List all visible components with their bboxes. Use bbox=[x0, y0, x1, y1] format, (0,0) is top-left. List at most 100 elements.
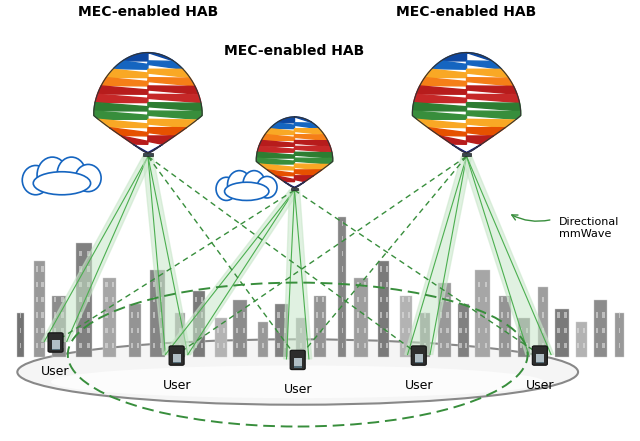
Bar bbox=[596, 343, 598, 348]
Bar bbox=[402, 297, 404, 302]
Bar bbox=[193, 292, 205, 357]
Bar bbox=[201, 312, 204, 318]
Polygon shape bbox=[425, 69, 509, 78]
Bar bbox=[385, 312, 388, 318]
Bar bbox=[262, 343, 264, 348]
Bar bbox=[216, 318, 227, 357]
Bar bbox=[42, 297, 44, 302]
Bar bbox=[619, 328, 620, 333]
Bar bbox=[17, 313, 24, 357]
Ellipse shape bbox=[76, 164, 101, 192]
Bar bbox=[596, 312, 598, 318]
Bar bbox=[36, 282, 38, 287]
Bar bbox=[477, 282, 480, 287]
Polygon shape bbox=[109, 127, 186, 136]
Polygon shape bbox=[259, 164, 329, 170]
Bar bbox=[477, 343, 480, 348]
Bar bbox=[79, 297, 82, 302]
Bar bbox=[218, 343, 220, 348]
Bar bbox=[79, 266, 82, 272]
Bar bbox=[316, 297, 318, 302]
Bar bbox=[557, 343, 560, 348]
Bar bbox=[87, 251, 90, 257]
Bar bbox=[380, 266, 382, 272]
Text: User: User bbox=[404, 378, 433, 392]
Polygon shape bbox=[113, 61, 183, 69]
Bar bbox=[564, 312, 567, 318]
Bar bbox=[87, 343, 90, 348]
Bar bbox=[20, 343, 21, 348]
Bar bbox=[564, 343, 567, 348]
Polygon shape bbox=[413, 94, 520, 103]
Bar bbox=[555, 309, 569, 357]
Polygon shape bbox=[417, 119, 515, 127]
Bar bbox=[446, 328, 449, 333]
Bar bbox=[465, 343, 467, 348]
Bar bbox=[465, 312, 467, 318]
Bar bbox=[557, 328, 560, 333]
Bar bbox=[477, 328, 480, 333]
Bar bbox=[20, 328, 21, 333]
Bar bbox=[153, 297, 156, 302]
Polygon shape bbox=[284, 182, 305, 187]
Bar bbox=[536, 354, 544, 362]
Bar bbox=[87, 282, 90, 287]
Polygon shape bbox=[428, 127, 505, 136]
Bar bbox=[342, 343, 343, 348]
Bar bbox=[602, 343, 605, 348]
FancyBboxPatch shape bbox=[48, 333, 63, 352]
Bar bbox=[322, 343, 324, 348]
Polygon shape bbox=[95, 94, 201, 103]
Bar bbox=[34, 261, 45, 357]
Bar bbox=[342, 266, 343, 272]
Bar bbox=[201, 328, 204, 333]
Bar bbox=[137, 328, 139, 333]
Bar bbox=[131, 312, 133, 318]
Bar bbox=[542, 312, 544, 318]
Bar bbox=[507, 297, 509, 302]
Bar bbox=[438, 283, 451, 357]
Ellipse shape bbox=[51, 366, 545, 398]
Bar bbox=[61, 297, 63, 302]
Bar bbox=[106, 343, 108, 348]
Polygon shape bbox=[257, 146, 332, 152]
Bar bbox=[520, 343, 522, 348]
Bar bbox=[243, 343, 245, 348]
Polygon shape bbox=[284, 190, 312, 359]
Bar bbox=[460, 312, 461, 318]
Polygon shape bbox=[432, 61, 502, 69]
Bar bbox=[160, 312, 163, 318]
Text: MEC-enabled HAB: MEC-enabled HAB bbox=[225, 44, 365, 58]
Bar bbox=[477, 297, 480, 302]
Bar bbox=[223, 343, 225, 348]
Bar bbox=[201, 297, 204, 302]
Bar bbox=[284, 312, 286, 318]
Bar bbox=[87, 266, 90, 272]
Polygon shape bbox=[133, 144, 163, 153]
Bar bbox=[602, 328, 605, 333]
Polygon shape bbox=[94, 103, 202, 111]
Bar bbox=[51, 340, 60, 349]
Bar bbox=[277, 312, 280, 318]
Bar bbox=[385, 328, 388, 333]
Bar bbox=[380, 343, 382, 348]
Bar bbox=[284, 343, 286, 348]
Bar bbox=[76, 243, 92, 357]
Bar bbox=[79, 312, 82, 318]
Bar bbox=[364, 297, 366, 302]
Bar bbox=[112, 282, 114, 287]
Bar bbox=[153, 312, 156, 318]
Bar bbox=[507, 343, 509, 348]
Bar bbox=[501, 297, 503, 302]
Bar bbox=[87, 328, 90, 333]
Bar bbox=[440, 297, 442, 302]
Bar bbox=[526, 328, 528, 333]
Bar bbox=[402, 343, 404, 348]
Bar bbox=[424, 312, 426, 318]
Polygon shape bbox=[121, 136, 175, 144]
Bar bbox=[575, 322, 587, 357]
Bar bbox=[160, 343, 163, 348]
Bar bbox=[201, 343, 204, 348]
Bar bbox=[458, 304, 469, 357]
FancyBboxPatch shape bbox=[169, 346, 184, 365]
